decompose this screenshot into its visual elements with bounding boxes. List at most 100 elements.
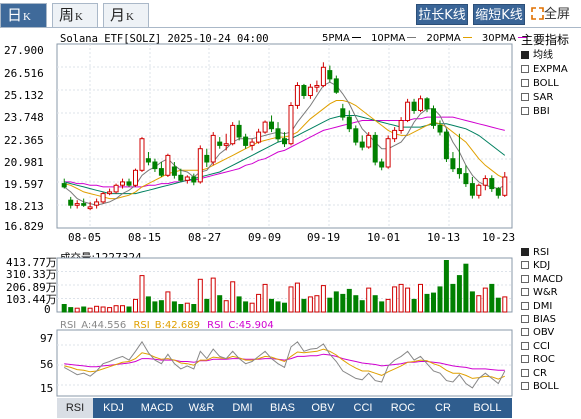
checkbox-icon[interactable] [521,93,529,101]
volume-tick: 206.89万 [6,281,57,294]
volume-bar [152,301,158,313]
sub-indicator-obv[interactable]: OBV [521,327,554,339]
volume-bar [314,295,320,313]
bottom-tab-boll[interactable]: BOLL [473,402,502,414]
bottom-tab-rsi[interactable]: RSI [57,398,93,418]
candle-body [133,169,138,186]
volume-bar [411,298,417,313]
bottom-tab-cr[interactable]: CR [435,402,451,414]
bottom-tab-roc[interactable]: ROC [390,402,416,414]
indicator-label: BOLL [533,78,559,89]
volume-bar [482,287,488,313]
volume-bar [495,297,501,313]
volume-bar [94,305,100,313]
checkbox-icon[interactable] [521,107,529,115]
fullscreen-icon [531,7,544,20]
checkbox-icon[interactable] [521,274,529,283]
checkbox-icon[interactable] [521,315,529,323]
volume-bar [236,296,242,313]
tab-daily-k[interactable]: 日K [0,3,47,27]
rsi-b-label: RSI_B:42.689 [133,320,200,331]
candle-body [81,203,87,206]
main-indicator-bbi[interactable]: BBI [521,106,550,118]
volume-bar [107,307,113,313]
volume-bar [145,296,151,313]
volume-tick: 103.44万 [6,293,57,306]
bottom-tab-dmi[interactable]: DMI [232,402,253,414]
rsi-a-line [63,340,506,389]
volume-bar [301,298,307,313]
checkbox-icon[interactable] [521,65,529,73]
ma10-swatch [407,37,417,38]
checkbox-icon[interactable] [521,248,529,256]
checkbox-icon[interactable] [521,382,529,390]
bottom-tab-bias[interactable]: BIAS [269,402,296,414]
candle-body [197,148,203,183]
price-tick: 20.981 [4,156,44,169]
checkbox-icon[interactable] [521,288,529,297]
candle-body [139,138,145,171]
indicator-tab-bar [57,398,512,418]
candle-body [94,201,100,206]
sub-indicator-rsi[interactable]: RSI [521,247,549,259]
candle-body [171,166,177,176]
bottom-tab-wnr[interactable]: W&R [188,402,215,414]
candle-body [366,134,372,148]
volume-bar [398,283,404,313]
volume-bar [275,301,281,313]
sub-indicator-roc[interactable]: ROC [521,354,555,366]
tab-weekly-k[interactable]: 周K [52,3,98,27]
tab-monthly-suffix: K [126,11,134,23]
checkbox-icon[interactable] [521,261,529,270]
checkbox-icon[interactable] [521,368,529,377]
candle-body [333,78,339,93]
bottom-tab-obv[interactable]: OBV [311,402,335,414]
checkbox-icon[interactable] [521,51,529,59]
checkbox-icon[interactable] [521,79,529,87]
main-indicator-sar[interactable]: SAR [521,92,553,104]
sub-indicator-wnr[interactable]: W&R [521,287,558,299]
checkbox-icon[interactable] [521,341,529,350]
volume-bar [405,287,411,313]
fullscreen-button[interactable]: 全屏 [531,4,581,25]
volume-bar [68,307,74,313]
candle-body [463,173,469,185]
date-tick: 08-27 [188,231,222,244]
candle-body [489,178,495,190]
volume-bar [126,306,132,313]
volume-bar [320,285,326,313]
sub-indicator-macd[interactable]: MACD [521,274,563,286]
bottom-tab-macd[interactable]: MACD [140,402,174,414]
volume-bar [210,277,216,313]
sub-indicator-kdj[interactable]: KDJ [521,260,550,272]
ma5-legend-label: 5PMA [322,33,350,44]
volume-tick: 310.33万 [6,268,57,281]
main-indicator-expma[interactable]: EXPMA [521,64,568,76]
volume-bar [100,306,106,313]
sub-indicator-boll[interactable]: BOLL [521,381,559,393]
sub-indicator-cr[interactable]: CR [521,368,547,380]
indicator-label: OBV [533,327,555,339]
checkbox-icon[interactable] [521,301,529,310]
rsi-tick: 56 [40,358,54,371]
sub-indicator-cci[interactable]: CCI [521,341,550,353]
tab-monthly-k[interactable]: 月K [103,3,149,27]
stretch-candles-button[interactable]: 拉长K线 [416,4,468,25]
bottom-tab-cci[interactable]: CCI [353,402,373,414]
bottom-tab-kdj[interactable]: KDJ [103,402,124,414]
main-indicator-boll[interactable]: BOLL [521,78,559,90]
main-indicator-均线[interactable]: 均线 [521,50,553,62]
sub-indicator-dmi[interactable]: DMI [521,301,552,313]
volume-bar [340,293,346,313]
sub-indicator-bias[interactable]: BIAS [521,314,556,326]
indicator-label: 均线 [533,50,553,61]
checkbox-icon[interactable] [521,328,529,337]
shrink-candles-button[interactable]: 缩短K线 [473,4,525,25]
checkbox-icon[interactable] [521,355,529,364]
volume-bar [437,286,443,313]
candle-body [437,124,443,133]
indicator-label: W&R [533,287,558,299]
candle-body [307,86,313,96]
volume-bar [87,307,93,313]
